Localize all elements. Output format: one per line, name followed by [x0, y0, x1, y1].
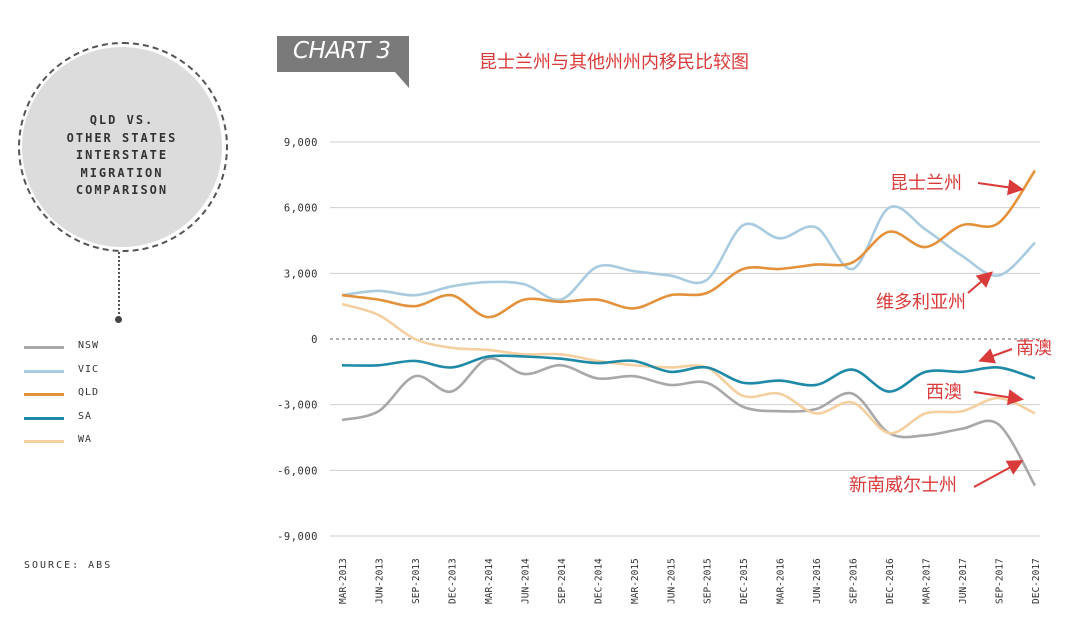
- chart-tag-shape: [277, 36, 409, 88]
- y-tick-label: 0: [311, 334, 318, 346]
- source-note: SOURCE: ABS: [24, 560, 113, 571]
- legend-swatch-qld: [24, 393, 64, 396]
- legend-swatch-wa: [24, 440, 64, 443]
- legend-label-vic: VIC: [78, 363, 100, 375]
- annotation-label-sa: 南澳: [1016, 338, 1052, 359]
- connector-line: [118, 252, 120, 318]
- annotation-arrow-sa: [978, 348, 1013, 364]
- legend-label-qld: QLD: [78, 387, 100, 398]
- x-tick-label: JUN-2013: [374, 558, 385, 604]
- series-lines: [341, 169, 1037, 487]
- x-tick-label: MAR-2013: [338, 558, 349, 604]
- y-axis-ticks: 9,000 6,000 3,000 0 -3,000 -6,000 -9,000: [277, 137, 318, 543]
- chart-tag-label: CHART 3: [293, 38, 391, 64]
- series-line-qld: [341, 169, 1037, 319]
- x-tick-label: SEP-2017: [995, 558, 1006, 604]
- grid: [330, 141, 1040, 537]
- chart-title: 昆士兰州与其他州州内移民比较图: [479, 52, 749, 73]
- y-tick-label: -9,000: [277, 531, 318, 543]
- series-line-nsw: [341, 357, 1037, 487]
- annotation-arrow-nsw: [973, 460, 1024, 488]
- series-line-sa: [341, 354, 1036, 393]
- legend-swatch-vic: [24, 369, 64, 373]
- title-circle: [22, 47, 222, 247]
- x-tick-label: MAR-2014: [484, 558, 495, 604]
- annotation-label-wa: 西澳: [926, 382, 962, 403]
- annotation-label-qld: 昆士兰州: [890, 173, 962, 194]
- x-tick-label: DEC-2017: [1031, 558, 1042, 604]
- x-tick-label: SEP-2013: [411, 558, 422, 604]
- legend-label-sa: SA: [78, 410, 93, 422]
- x-tick-label: JUN-2016: [812, 558, 823, 604]
- x-tick-label: JUN-2017: [958, 558, 969, 604]
- y-tick-label: 3,000: [284, 268, 318, 280]
- legend-swatch-sa: [24, 416, 64, 420]
- series-line-wa: [341, 302, 1036, 435]
- x-tick-label: MAR-2015: [630, 558, 641, 604]
- y-tick-label: 6,000: [284, 203, 318, 215]
- x-tick-label: SEP-2015: [703, 558, 714, 604]
- annotation-label-vic: 维多利亚州: [876, 292, 966, 313]
- y-tick-label: 9,000: [284, 137, 318, 149]
- x-axis-ticks: MAR-2013 JUN-2013 SEP-2013 DEC-2013 MAR-2014…: [338, 558, 1042, 604]
- x-tick-label: SEP-2014: [557, 558, 568, 604]
- legend-label-wa: WA: [78, 434, 93, 445]
- sidebar-title: QLD VS. OTHER STATES INTERSTATE MIGRATIO…: [66, 113, 178, 197]
- y-tick-label: -3,000: [277, 400, 318, 412]
- x-tick-label: MAR-2017: [922, 558, 933, 604]
- y-tick-label: -6,000: [277, 465, 318, 477]
- legend-swatch-nsw: [24, 346, 64, 349]
- x-tick-label: DEC-2014: [593, 558, 604, 604]
- x-tick-label: DEC-2016: [885, 558, 896, 604]
- connector-dot: [115, 316, 122, 323]
- x-tick-label: DEC-2013: [447, 558, 458, 604]
- x-tick-label: SEP-2016: [849, 558, 860, 604]
- x-tick-label: DEC-2015: [739, 558, 750, 604]
- annotation-arrow-vic: [967, 271, 994, 294]
- legend-label-nsw: NSW: [78, 340, 100, 351]
- annotation-arrow-wa: [973, 389, 1024, 406]
- annotation-arrow-qld: [977, 179, 1024, 196]
- x-tick-label: JUN-2014: [520, 558, 531, 604]
- x-tick-label: JUN-2015: [666, 558, 677, 604]
- series-line-vic: [341, 205, 1036, 302]
- annotation-label-nsw: 新南威尔士州: [849, 475, 957, 496]
- x-tick-label: MAR-2016: [776, 558, 787, 604]
